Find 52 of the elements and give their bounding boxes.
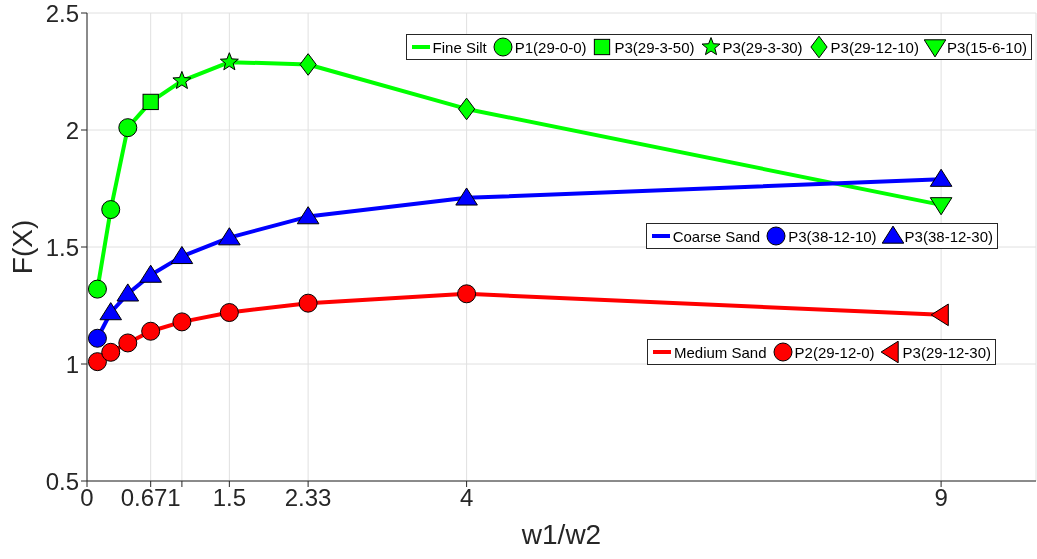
point xyxy=(929,197,953,216)
x-tick-label: 0.671 xyxy=(120,484,181,512)
point xyxy=(101,200,121,220)
point xyxy=(170,245,194,265)
point xyxy=(930,303,949,327)
legend-label: P3(29-3-30) xyxy=(722,38,803,56)
point xyxy=(458,97,476,121)
point xyxy=(929,168,953,187)
point xyxy=(87,352,107,372)
x-tick-label: 4 xyxy=(459,484,474,512)
point xyxy=(99,302,123,321)
legend-label: P3(29-3-50) xyxy=(614,38,695,56)
point xyxy=(142,93,159,111)
legend-label: P1(29-0-0) xyxy=(514,38,587,56)
point xyxy=(455,187,478,206)
point xyxy=(219,52,239,71)
legend-label: P3(38-12-10) xyxy=(788,227,877,245)
y-tick-label: 2.5 xyxy=(45,0,79,27)
y-axis-title: F(X) xyxy=(6,219,39,275)
y-tick-label: 2 xyxy=(65,116,79,144)
legend-label: Fine Silt xyxy=(432,38,487,56)
x-tick-label: 2.33 xyxy=(284,484,332,512)
legend-label: P3(29-12-10) xyxy=(830,38,919,56)
x-tick-label: 1.5 xyxy=(212,484,247,512)
point xyxy=(118,118,138,138)
y-tick-label: 0.5 xyxy=(45,467,79,495)
point xyxy=(296,206,320,225)
point xyxy=(219,303,239,323)
point xyxy=(172,70,192,90)
legend-label: Medium Sand xyxy=(674,343,767,361)
point xyxy=(118,333,138,353)
y-tick-label: 1 xyxy=(65,350,79,378)
point xyxy=(218,227,241,246)
point xyxy=(139,264,162,283)
legend-label: Coarse Sand xyxy=(672,227,761,245)
point xyxy=(101,342,121,362)
point xyxy=(298,293,318,313)
x-axis-title: w1/w2 xyxy=(520,518,603,552)
legend-label: P3(38-12-30) xyxy=(904,227,993,245)
point xyxy=(87,328,107,348)
x-tick-label: 9 xyxy=(934,484,948,512)
legend-label: P3(29-12-30) xyxy=(902,343,991,361)
x-tick-label: 0 xyxy=(80,484,94,512)
legend-label: P2(29-12-0) xyxy=(794,343,875,361)
point xyxy=(299,53,317,76)
point xyxy=(116,283,140,302)
point xyxy=(457,284,477,304)
legend-label: P3(15-6-10) xyxy=(946,38,1027,56)
point xyxy=(87,279,107,299)
y-tick-label: 1.5 xyxy=(45,233,79,261)
point xyxy=(141,321,161,341)
point xyxy=(172,312,192,332)
